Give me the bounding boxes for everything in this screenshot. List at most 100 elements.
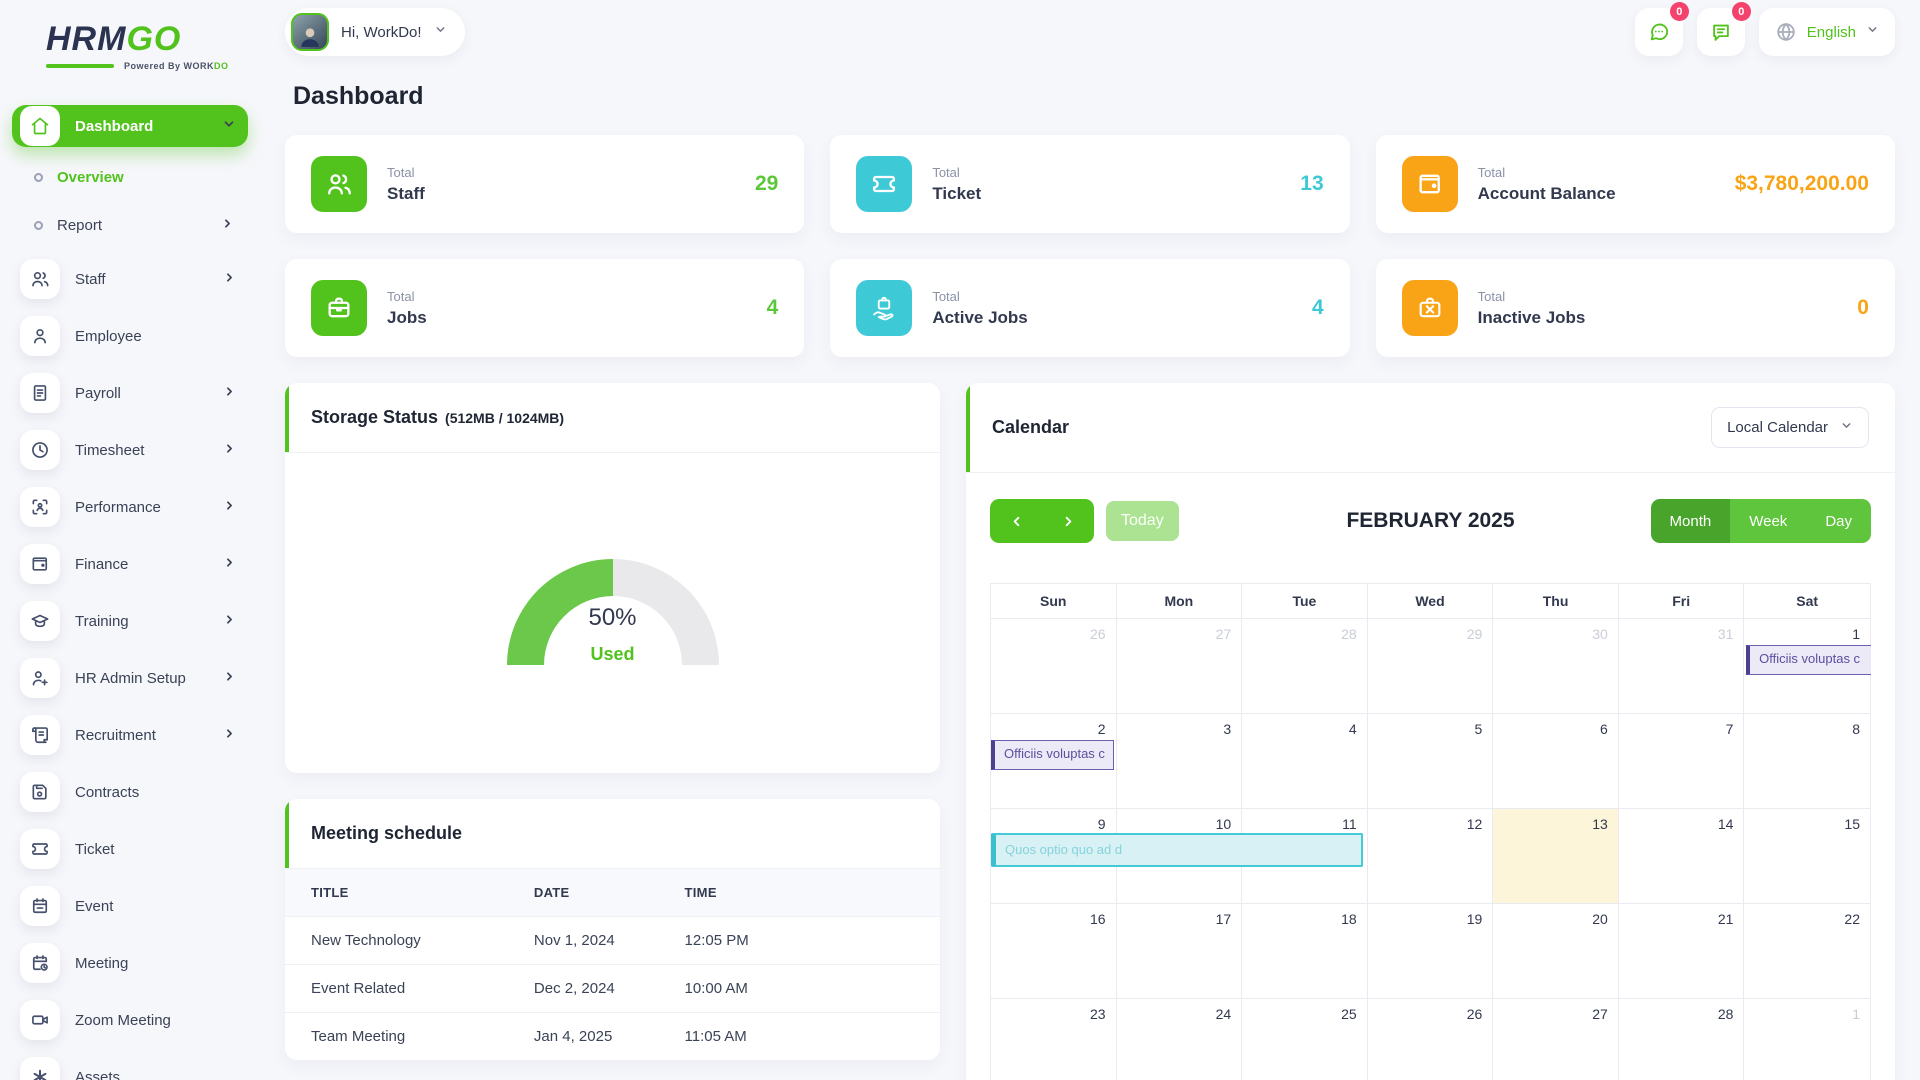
calendar-day-cell-today[interactable]: 13 xyxy=(1493,809,1619,904)
calendar-day-cell[interactable]: 8 xyxy=(1744,714,1870,809)
calendar-day-cell[interactable]: 3 xyxy=(1116,714,1243,809)
sidebar-item-report[interactable]: Report xyxy=(34,210,248,240)
chevron-right-icon xyxy=(223,727,236,744)
sidebar-item-zoom-meeting[interactable]: Zoom Meeting xyxy=(12,999,248,1041)
sidebar-item-performance[interactable]: Performance xyxy=(12,486,248,528)
chevron-down-icon xyxy=(1866,23,1879,41)
calendar-day-cell[interactable]: 28 xyxy=(1242,619,1368,714)
calendar-day-cell[interactable]: 20 xyxy=(1493,904,1619,999)
calendar-day-cell[interactable]: 22 xyxy=(1744,904,1870,999)
stat-value: 29 xyxy=(754,172,779,195)
calendar-day-cell[interactable]: 6 xyxy=(1493,714,1619,809)
day-number: 1 xyxy=(1852,1006,1860,1022)
sidebar-item-employee[interactable]: Employee xyxy=(12,315,248,357)
day-number: 4 xyxy=(1348,721,1357,737)
calendar-day-cell[interactable]: 16 xyxy=(991,904,1117,999)
stat-card-jobs[interactable]: Total Jobs 4 xyxy=(285,259,805,357)
stat-card-inactive-jobs[interactable]: Total Inactive Jobs 0 xyxy=(1375,259,1895,357)
chevron-down-icon xyxy=(434,23,447,41)
calendar-day-cell[interactable]: 5 xyxy=(1367,714,1494,809)
calendar-day-cell[interactable]: 30 xyxy=(1493,619,1619,714)
sidebar-item-event[interactable]: Event xyxy=(12,885,248,927)
column-header-title: TITLE xyxy=(285,869,534,917)
sidebar-item-assets[interactable]: Assets xyxy=(12,1056,248,1080)
calendar-panel-header: Calendar Local Calendar xyxy=(966,383,1895,473)
stat-value: 4 xyxy=(766,296,779,319)
calendar-nav-buttons xyxy=(990,499,1094,543)
sidebar-item-contracts[interactable]: Contracts xyxy=(12,771,248,813)
stats-grid: Total Staff 29 Total Ticket 13 Total Accoun… xyxy=(285,135,1895,357)
calendar-day-cell[interactable]: 15 xyxy=(1744,809,1870,904)
topbar: Hi, WorkDo! 0 0 English xyxy=(285,2,1895,56)
stat-card-account-balance[interactable]: Total Account Balance $3,780,200.00 xyxy=(1375,135,1895,233)
calendar-icon xyxy=(20,886,60,926)
sidebar-item-label: Ticket xyxy=(75,840,115,858)
day-number: 1 xyxy=(1852,626,1860,642)
calendar-day-cell[interactable]: 17 xyxy=(1116,904,1243,999)
sidebar-item-label: Payroll xyxy=(75,384,121,402)
calendar-day-cell[interactable]: 21 xyxy=(1618,904,1745,999)
stat-card-staff[interactable]: Total Staff 29 xyxy=(285,135,805,233)
sidebar-item-hr-admin-setup[interactable]: HR Admin Setup xyxy=(12,657,248,699)
sidebar-item-payroll[interactable]: Payroll xyxy=(12,372,248,414)
meeting-date-cell: Jan 4, 2025 xyxy=(533,1012,685,1060)
calendar-view-month-button[interactable]: Month xyxy=(1650,499,1731,543)
sidebar-item-staff[interactable]: Staff xyxy=(12,258,248,300)
calendar-day-cell[interactable]: 19 xyxy=(1367,904,1494,999)
calendar-day-cell[interactable]: 26 xyxy=(991,619,1117,714)
calendar-next-button[interactable] xyxy=(1042,499,1094,543)
calendar-day-cell[interactable]: 27 xyxy=(1116,619,1243,714)
calendar-day-cell[interactable]: 24 xyxy=(1116,999,1243,1080)
language-selector[interactable]: English xyxy=(1758,8,1895,56)
notifications-button[interactable]: 0 xyxy=(1696,2,1751,56)
day-number: 26 xyxy=(1089,626,1106,642)
sidebar-item-overview[interactable]: Overview xyxy=(34,162,248,192)
sidebar-item-ticket[interactable]: Ticket xyxy=(12,828,248,870)
calendar-day-cell[interactable]: 14 xyxy=(1618,809,1745,904)
calendar-prev-button[interactable] xyxy=(990,499,1042,543)
calendar-day-cell[interactable]: 29 xyxy=(1367,619,1494,714)
day-number: 14 xyxy=(1717,816,1734,832)
sidebar-item-dashboard[interactable]: Dashboard xyxy=(12,105,248,147)
calendar-day-cell[interactable]: 28 xyxy=(1618,999,1745,1080)
calendar-day-cell[interactable]: 12 xyxy=(1367,809,1494,904)
calendar-view-switcher: Month Week Day xyxy=(1650,499,1871,543)
calendar-day-cell[interactable]: 4 xyxy=(1242,714,1368,809)
sidebar-item-timesheet[interactable]: Timesheet xyxy=(12,429,248,471)
sidebar-item-label: Recruitment xyxy=(75,726,156,744)
day-number: 7 xyxy=(1725,721,1734,737)
stat-top-label: Total xyxy=(932,288,960,304)
calendar-day-cell[interactable]: 27 xyxy=(1493,999,1619,1080)
calendar-view-day-button[interactable]: Day xyxy=(1806,499,1871,543)
sidebar-item-finance[interactable]: Finance xyxy=(12,543,248,585)
stat-card-ticket[interactable]: Total Ticket 13 xyxy=(830,135,1350,233)
calendar-day-cell[interactable]: 26 xyxy=(1367,999,1494,1080)
calendar-event[interactable]: Officiis voluptas c xyxy=(1746,645,1871,675)
sidebar-item-recruitment[interactable]: Recruitment xyxy=(12,714,248,756)
sidebar-item-training[interactable]: Training xyxy=(12,600,248,642)
weekday-header: Thu xyxy=(1493,584,1619,619)
calendar-grid-wrap: Sun Mon Tue Wed Thu Fri Sat 26 27 28 29 xyxy=(990,583,1871,1080)
calendar-day-cell[interactable]: 1 xyxy=(1744,999,1870,1080)
messages-button[interactable]: 0 xyxy=(1634,2,1689,56)
meeting-schedule-title: Meeting schedule xyxy=(311,823,463,843)
calendar-day-cell[interactable]: 23 xyxy=(991,999,1117,1080)
topbar-actions: 0 0 English xyxy=(1634,2,1895,56)
calendar-day-cell[interactable]: 7 xyxy=(1618,714,1745,809)
calendar-event[interactable]: Officiis voluptas c xyxy=(991,740,1114,770)
sidebar-item-meeting[interactable]: Meeting xyxy=(12,942,248,984)
calendar-today-button[interactable]: Today xyxy=(1106,501,1179,541)
stat-label: Ticket xyxy=(932,183,982,203)
calendar-day-cell[interactable]: 18 xyxy=(1242,904,1368,999)
calendar-view-week-button[interactable]: Week xyxy=(1730,499,1807,543)
brand-logo[interactable]: HRMGO Powered By WORKDO xyxy=(0,12,260,71)
stat-card-active-jobs[interactable]: Total Active Jobs 4 xyxy=(830,259,1350,357)
document-icon xyxy=(20,373,60,413)
calendar-toolbar: Today FEBRUARY 2025 Month Week Day xyxy=(990,499,1871,543)
calendar-day-cell[interactable]: 25 xyxy=(1242,999,1368,1080)
brand-go: GO xyxy=(126,20,182,58)
calendar-event[interactable]: Quos optio quo ad d xyxy=(991,833,1363,867)
calendar-day-cell[interactable]: 31 xyxy=(1618,619,1745,714)
user-menu[interactable]: Hi, WorkDo! xyxy=(285,8,465,56)
calendar-source-select[interactable]: Local Calendar xyxy=(1711,407,1869,448)
